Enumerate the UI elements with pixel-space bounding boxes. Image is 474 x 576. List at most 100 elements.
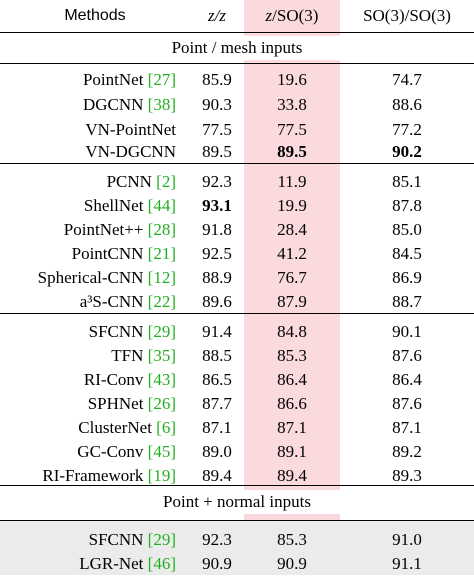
method-name: LGR-Net [46]	[0, 552, 190, 576]
citation-link[interactable]: [45]	[147, 442, 176, 461]
citation-link[interactable]: [27]	[147, 70, 176, 89]
value-so3so3: 90.1	[392, 322, 422, 341]
header-col1: z/z	[208, 6, 226, 25]
method-label: VN-PointNet	[85, 120, 176, 139]
header-row: Methods z/z z/SO(3) SO(3)/SO(3)	[0, 4, 474, 28]
citation-link[interactable]: [29]	[147, 530, 176, 549]
value-zso3: 89.1	[277, 442, 307, 461]
method-name: DGCNN [38]	[0, 93, 190, 117]
value-zso3: 84.8	[277, 322, 307, 341]
citation-link[interactable]: [6]	[156, 418, 176, 437]
table-row: GC-Conv [45] 89.0 89.1 89.2	[0, 440, 474, 464]
section-title: Point / mesh inputs	[171, 38, 303, 57]
method-name: PointNet++ [28]	[0, 218, 190, 242]
table-row: a³S-CNN [22] 89.6 87.9 88.7	[0, 290, 474, 314]
citation-link[interactable]: [29]	[147, 322, 176, 341]
value-so3so3: 87.6	[392, 394, 422, 413]
method-label: a³S-CNN	[79, 292, 144, 311]
method-name: VN-DGCNN	[0, 140, 190, 164]
section-row: Point + normal inputs	[0, 490, 474, 514]
value-zso3: 77.5	[277, 120, 307, 139]
value-zz: 91.4	[202, 322, 232, 341]
value-so3so3: 89.2	[392, 442, 422, 461]
table-row: LGR-Net [46] 90.9 90.9 91.1	[0, 552, 474, 576]
value-so3so3: 91.0	[392, 530, 422, 549]
method-label: TFN	[111, 346, 144, 365]
value-so3so3: 88.7	[392, 292, 422, 311]
value-zz: 92.3	[202, 530, 232, 549]
value-zz: 90.3	[202, 95, 232, 114]
citation-link[interactable]: [22]	[147, 292, 176, 311]
section-title: Point + normal inputs	[163, 492, 311, 511]
method-name: SFCNN [29]	[0, 528, 190, 552]
value-zso3: 89.4	[277, 466, 307, 485]
table-row: SPHNet [26] 87.7 86.6 87.6	[0, 392, 474, 416]
method-label: PointNet	[82, 70, 144, 89]
value-zz: 88.9	[202, 268, 232, 287]
method-label: ShellNet	[83, 196, 144, 215]
citation-link[interactable]: [28]	[147, 220, 176, 239]
header-methods: Methods	[64, 7, 126, 24]
citation-link[interactable]: [2]	[156, 172, 176, 191]
method-label: DGCNN	[82, 95, 144, 114]
citation-link[interactable]: [43]	[147, 370, 176, 389]
value-zz: 89.6	[202, 292, 232, 311]
value-zz: 90.9	[202, 554, 232, 573]
method-label: RI-Framework	[42, 466, 144, 485]
value-so3so3: 74.7	[392, 70, 422, 89]
method-label: VN-DGCNN	[85, 142, 176, 161]
method-name: SFCNN [29]	[0, 320, 190, 344]
method-name: ShellNet [44]	[0, 194, 190, 218]
value-so3so3: 86.4	[392, 370, 422, 389]
citation-link[interactable]: [26]	[147, 394, 176, 413]
table-row: Spherical-CNN [12] 88.9 76.7 86.9	[0, 266, 474, 290]
table-row: VN-PointNet 77.5 77.5 77.2	[0, 118, 474, 142]
value-zz: 89.4	[202, 466, 232, 485]
value-zz: 89.0	[202, 442, 232, 461]
value-so3so3: 89.3	[392, 466, 422, 485]
value-zz: 91.8	[202, 220, 232, 239]
value-zso3: 86.4	[277, 370, 307, 389]
value-zz: 77.5	[202, 120, 232, 139]
section-row: Point / mesh inputs	[0, 36, 474, 60]
table-row: PCNN [2] 92.3 11.9 85.1	[0, 170, 474, 194]
method-name: GC-Conv [45]	[0, 440, 190, 464]
method-label: GC-Conv	[77, 442, 144, 461]
method-name: RI-Framework [19]	[0, 464, 190, 488]
method-label: SFCNN	[88, 530, 144, 549]
citation-link[interactable]: [21]	[147, 244, 176, 263]
citation-link[interactable]: [38]	[147, 95, 176, 114]
method-label: SFCNN	[88, 322, 144, 341]
rule	[0, 163, 474, 164]
header-col3: SO(3)/SO(3)	[363, 6, 451, 25]
value-zz: 87.7	[202, 394, 232, 413]
citation-link[interactable]: [19]	[147, 466, 176, 485]
method-name: PointCNN [21]	[0, 242, 190, 266]
value-zso3: 33.8	[277, 95, 307, 114]
method-label: ClusterNet	[78, 418, 152, 437]
value-zz: 89.5	[202, 142, 232, 161]
table-row: ShellNet [44] 93.1 19.9 87.8	[0, 194, 474, 218]
citation-link[interactable]: [44]	[147, 196, 176, 215]
citation-link[interactable]: [46]	[147, 554, 176, 573]
method-label: RI-Conv	[83, 370, 144, 389]
value-zz: 86.5	[202, 370, 232, 389]
method-name: a³S-CNN [22]	[0, 290, 190, 314]
method-name: ClusterNet [6]	[0, 416, 190, 440]
value-so3so3: 84.5	[392, 244, 422, 263]
table-row: RI-Framework [19] 89.4 89.4 89.3	[0, 464, 474, 488]
value-so3so3: 77.2	[392, 120, 422, 139]
citation-link[interactable]: [12]	[147, 268, 176, 287]
rule	[0, 313, 474, 314]
table-row: DGCNN [38] 90.3 33.8 88.6	[0, 93, 474, 117]
method-name: SPHNet [26]	[0, 392, 190, 416]
value-zso3: 85.3	[277, 346, 307, 365]
value-zso3: 86.6	[277, 394, 307, 413]
value-zso3: 41.2	[277, 244, 307, 263]
table-row: RI-Conv [43] 86.5 86.4 86.4	[0, 368, 474, 392]
value-so3so3: 91.1	[392, 554, 422, 573]
value-zso3: 85.3	[277, 530, 307, 549]
citation-link[interactable]: [35]	[147, 346, 176, 365]
value-so3so3: 87.1	[392, 418, 422, 437]
value-zso3: 89.5	[277, 142, 307, 161]
